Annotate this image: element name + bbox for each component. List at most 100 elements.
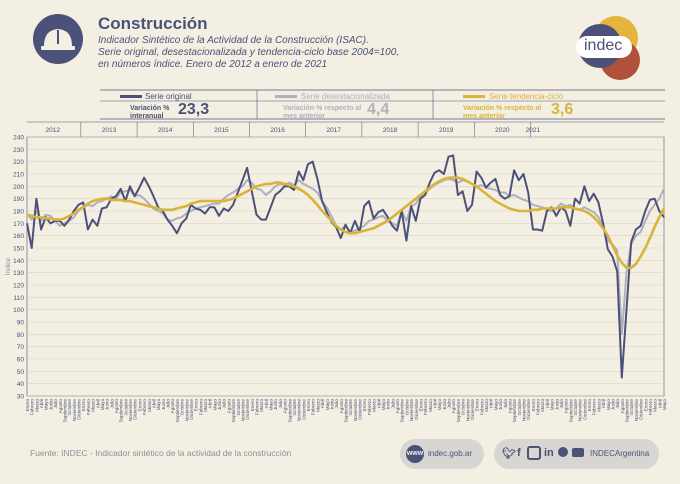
x-tick-label: Octubre — [123, 399, 128, 416]
legend-stat-label-original: Variación % interanual — [130, 105, 170, 120]
x-tick-label: Agosto — [283, 399, 288, 414]
x-tick-label: Enero — [137, 399, 142, 412]
x-tick-label: Junio — [498, 399, 503, 410]
x-tick-label: Junio — [48, 399, 53, 410]
legend-swatch-tendencia — [463, 95, 485, 98]
x-tick-label: Agosto — [620, 399, 625, 414]
x-tick-label: Agosto — [339, 399, 344, 414]
x-tick-label: Junio — [610, 399, 615, 410]
y-tick-label: 50 — [17, 369, 25, 376]
x-tick-label: Mayo — [100, 399, 105, 411]
x-tick-label: Diciembre — [470, 399, 475, 420]
y-tick-label: 60 — [17, 357, 25, 364]
subtitle-line-2: Serie original, desestacionalizada y ten… — [98, 47, 400, 58]
year-label: 2018 — [383, 127, 398, 134]
x-tick-label: Mayo — [381, 399, 386, 411]
twitter-icon[interactable]: 🐦︎ — [502, 448, 516, 460]
x-tick-label: Febrero — [423, 399, 428, 416]
x-tick-label: Abril — [39, 399, 44, 408]
x-tick-label: Enero — [194, 399, 199, 412]
x-tick-label: Mayo — [325, 399, 330, 411]
facebook-icon[interactable]: f — [517, 447, 521, 459]
x-tick-label: Noviembre — [353, 399, 358, 422]
x-tick-label: Diciembre — [245, 399, 250, 420]
youtube-icon[interactable] — [572, 448, 584, 457]
x-tick-label: Diciembre — [526, 399, 531, 420]
y-tick-label: 210 — [13, 172, 24, 179]
x-tick-label: Octubre — [404, 399, 409, 416]
legend-value-tendencia: 3,6 — [551, 101, 574, 118]
x-tick-label: Noviembre — [184, 399, 189, 422]
x-tick-label: Mayo — [44, 399, 49, 411]
construction-helmet-icon — [33, 14, 83, 64]
x-tick-label: Noviembre — [521, 399, 526, 422]
x-tick-label: Febrero — [30, 399, 35, 416]
legend-swatch-original — [120, 95, 142, 98]
x-tick-label: Marzo — [91, 399, 96, 412]
x-tick-label: Septiembre — [568, 399, 573, 423]
x-tick-label: Octubre — [292, 399, 297, 416]
subtitle-line-3: en números índice. Enero de 2012 a enero… — [98, 59, 328, 70]
legend-label-tendencia: Serie tendencia-ciclo — [489, 92, 564, 101]
y-tick-label: 130 — [13, 270, 24, 277]
year-label: 2021 — [526, 127, 541, 134]
x-tick-label: Diciembre — [189, 399, 194, 420]
x-tick-label: Febrero — [536, 399, 541, 416]
x-tick-label: Noviembre — [578, 399, 583, 422]
x-tick-label: Marzo — [484, 399, 489, 412]
y-tick-label: 70 — [17, 344, 25, 351]
x-tick-label: Junio — [442, 399, 447, 410]
x-tick-label: Enero — [587, 399, 592, 412]
instagram-icon[interactable] — [527, 446, 541, 460]
x-tick-label: Julio — [334, 399, 339, 409]
x-tick-label: Septiembre — [625, 399, 630, 423]
x-tick-label: Julio — [53, 399, 58, 409]
x-tick-label: Marzo — [596, 399, 601, 412]
x-tick-label: Abril — [601, 399, 606, 408]
x-tick-label: Junio — [217, 399, 222, 410]
x-tick-label: Septiembre — [175, 399, 180, 423]
year-label: 2015 — [214, 127, 229, 134]
x-tick-label: Octubre — [629, 399, 634, 416]
legend: Serie original Variación % interanual 23… — [100, 89, 665, 120]
x-tick-label: Abril — [208, 399, 213, 408]
x-tick-label: Marzo — [372, 399, 377, 412]
x-tick-label: Diciembre — [77, 399, 82, 420]
legend-stat-label-tendencia: Variación % respecto al mes anterior — [463, 105, 542, 120]
logo-text: indec — [584, 37, 623, 54]
series-line-tendencia-ciclo — [26, 176, 666, 269]
linkedin-icon[interactable]: in — [544, 447, 554, 459]
x-tick-label: Octubre — [348, 399, 353, 416]
x-tick-label: Junio — [273, 399, 278, 410]
y-tick-label: 170 — [13, 221, 24, 228]
x-tick-label: Marzo — [259, 399, 264, 412]
website-badge[interactable]: www indec.gob.ar — [400, 439, 484, 469]
y-tick-label: 110 — [14, 295, 25, 302]
y-tick-label: 90 — [17, 320, 25, 327]
legend-swatch-desest — [275, 95, 297, 98]
y-tick-label: 230 — [13, 147, 24, 154]
x-tick-label: Enero — [643, 399, 648, 412]
spotify-icon[interactable] — [558, 447, 568, 457]
x-tick-label: Noviembre — [240, 399, 245, 422]
x-tick-label: Septiembre — [400, 399, 405, 423]
x-tick-label: Enero — [418, 399, 423, 412]
x-tick-label: Enero — [531, 399, 536, 412]
social-handle: INDECArgentina — [590, 449, 650, 458]
x-tick-label: Septiembre — [231, 399, 236, 423]
x-tick-label: Marzo — [428, 399, 433, 412]
x-tick-label: Febrero — [311, 399, 316, 416]
x-tick-label: Octubre — [67, 399, 72, 416]
x-tick-label: Diciembre — [358, 399, 363, 420]
year-label: 2017 — [327, 127, 342, 134]
x-tick-label: Febrero — [592, 399, 597, 416]
x-tick-label: Noviembre — [634, 399, 639, 422]
x-tick-label: Octubre — [461, 399, 466, 416]
x-tick-label: Febrero — [479, 399, 484, 416]
indec-logo: indec — [570, 16, 650, 82]
x-tick-label: Enero — [306, 399, 311, 412]
x-tick-label: Noviembre — [465, 399, 470, 422]
legend-original: Serie original Variación % interanual 23… — [100, 89, 257, 120]
plot-area — [26, 136, 665, 397]
y-tick-label: 120 — [13, 283, 24, 290]
